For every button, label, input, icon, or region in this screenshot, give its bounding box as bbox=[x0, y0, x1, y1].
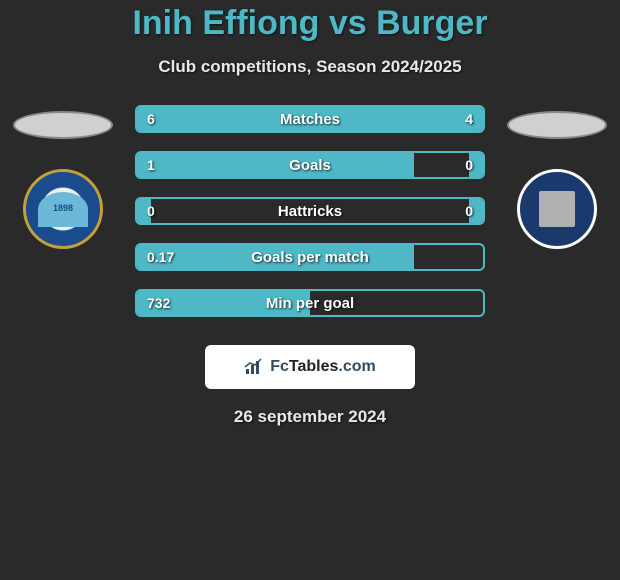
stat-label: Hattricks bbox=[278, 203, 342, 220]
comparison-widget: Inih Effiong vs Burger Club competitions… bbox=[0, 0, 620, 427]
date-label: 26 september 2024 bbox=[0, 407, 620, 427]
stat-value-right: 0 bbox=[465, 203, 473, 219]
stat-value-left: 0.17 bbox=[147, 249, 174, 265]
stat-value-left: 6 bbox=[147, 111, 155, 127]
stat-label: Goals per match bbox=[251, 249, 369, 266]
right-side bbox=[502, 105, 612, 249]
club-crest-right bbox=[517, 169, 597, 249]
stat-value-left: 732 bbox=[147, 295, 170, 311]
stat-label: Min per goal bbox=[266, 295, 354, 312]
page-title: Inih Effiong vs Burger bbox=[0, 4, 620, 43]
stat-label: Goals bbox=[289, 157, 331, 174]
chart-icon bbox=[244, 358, 264, 376]
stat-value-right: 4 bbox=[465, 111, 473, 127]
crest-inner-right bbox=[537, 189, 577, 229]
stat-row: 6 4 Matches bbox=[135, 105, 485, 133]
left-side: 1898 bbox=[8, 105, 118, 249]
stat-row: 1 0 Goals bbox=[135, 151, 485, 179]
stat-value-right: 0 bbox=[465, 157, 473, 173]
stat-value-left: 1 bbox=[147, 157, 155, 173]
stat-label: Matches bbox=[280, 111, 340, 128]
player-avatar-left bbox=[13, 111, 113, 139]
stat-row: 0.17 Goals per match bbox=[135, 243, 485, 271]
stat-row: 0 0 Hattricks bbox=[135, 197, 485, 225]
crest-inner-left: 1898 bbox=[38, 192, 88, 227]
club-crest-left: 1898 bbox=[23, 169, 103, 249]
brand-label: FcTables.com bbox=[270, 358, 376, 376]
stats-column: 6 4 Matches 1 0 Goals 0 0 Hattricks 0.17 Goals per… bbox=[125, 105, 495, 335]
main-area: 1898 6 4 Matches 1 0 Goals 0 0 Hattricks 0.17 Goal… bbox=[0, 105, 620, 335]
page-subtitle: Club competitions, Season 2024/2025 bbox=[0, 57, 620, 77]
brand-badge[interactable]: FcTables.com bbox=[205, 345, 415, 389]
stat-row: 732 Min per goal bbox=[135, 289, 485, 317]
player-avatar-right bbox=[507, 111, 607, 139]
stat-value-left: 0 bbox=[147, 203, 155, 219]
bar-left bbox=[137, 153, 414, 177]
bar-right bbox=[345, 107, 483, 131]
